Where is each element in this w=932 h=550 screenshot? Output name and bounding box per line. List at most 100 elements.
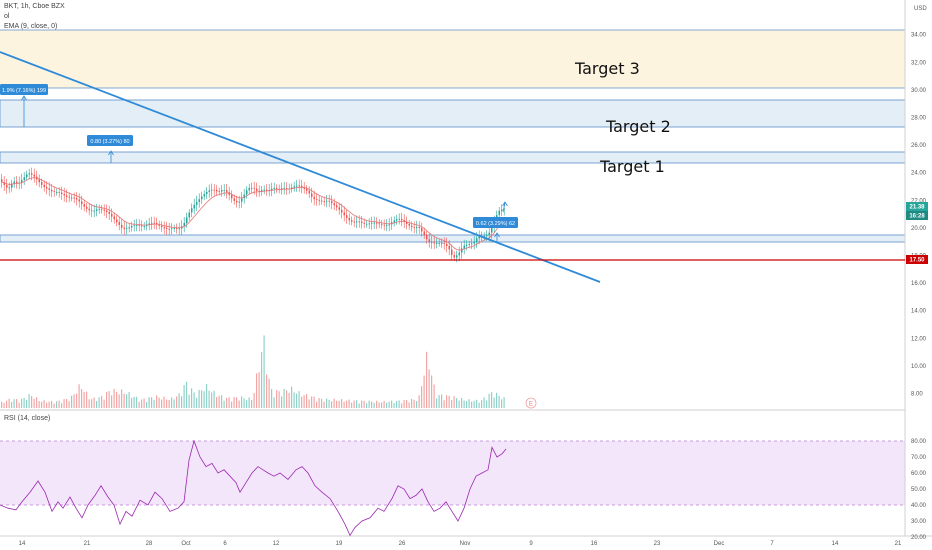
candle-body <box>303 187 305 189</box>
volume-bar <box>486 400 488 408</box>
candle-body <box>8 187 10 189</box>
trendline[interactable] <box>0 51 601 283</box>
candle-body <box>353 221 355 223</box>
candle-body <box>96 209 98 211</box>
price-tick-label: 30.00 <box>911 88 927 94</box>
candle-body <box>248 187 250 191</box>
volume-bar <box>93 397 95 408</box>
last-price-badge-text: 21.38 <box>909 205 925 211</box>
rsi-tick-label: 20.00 <box>911 535 927 541</box>
arrowhead-icon <box>502 201 508 207</box>
rsi-line <box>0 439 507 537</box>
volume-bar <box>78 384 80 408</box>
time-tick-label: Dec <box>714 541 725 547</box>
volume-bar <box>68 401 70 408</box>
volume-bar <box>453 396 455 408</box>
candle-body <box>321 200 323 202</box>
candle-body <box>118 222 120 225</box>
earnings-marker[interactable]: E <box>525 397 537 409</box>
volume-bar <box>396 401 398 408</box>
candle-body <box>218 191 220 192</box>
candle-body <box>306 188 308 191</box>
volume-bar <box>116 391 118 408</box>
candle-body <box>208 190 210 192</box>
candle-body <box>11 183 13 188</box>
candle-body <box>246 190 248 195</box>
candle-body <box>293 186 295 188</box>
volume-bar <box>168 399 170 408</box>
volume-bar <box>266 374 268 408</box>
candle-body <box>371 222 373 224</box>
candle-body <box>58 192 60 193</box>
volume-bar <box>373 402 375 408</box>
measure-badge-3[interactable]: 0.62 (3.29%) 62 <box>473 217 518 228</box>
time-tick-label: 26 <box>399 541 406 547</box>
volume-bar <box>228 397 230 408</box>
candle-body <box>136 225 138 226</box>
volume-bar <box>173 399 175 408</box>
candle-body <box>376 222 378 224</box>
volume-bar <box>303 395 305 408</box>
candle-body <box>393 220 395 223</box>
candle-body <box>66 195 68 197</box>
entry-zone[interactable] <box>0 234 906 243</box>
volume-bar <box>213 390 215 408</box>
volume-bar <box>421 386 423 408</box>
candle-body <box>343 212 345 216</box>
volume-bar <box>158 397 160 408</box>
volume-bar <box>118 394 120 408</box>
candle-body <box>123 227 125 230</box>
candle-body <box>76 198 78 200</box>
volume-bar <box>83 391 85 408</box>
candle-body <box>243 194 245 199</box>
volume-bar <box>123 393 125 408</box>
candle-body <box>43 184 45 188</box>
measure-badge-1[interactable]: 1.9% (7.16%) 199 <box>0 84 48 95</box>
candle-body <box>131 226 133 228</box>
volume-legend: ol <box>4 13 10 20</box>
candle-body <box>341 209 343 213</box>
volume-bar <box>206 383 208 408</box>
volume-bar <box>398 400 400 408</box>
support-price-badge-text: 17.50 <box>909 258 925 264</box>
candle-body <box>261 190 263 192</box>
volume-bar <box>246 400 248 408</box>
volume-bar <box>393 403 395 408</box>
candle-body <box>236 200 238 203</box>
target-3-zone[interactable] <box>0 30 905 88</box>
volume-bar <box>413 399 415 408</box>
candle-body <box>468 244 470 245</box>
volume-bar <box>136 396 138 408</box>
rsi-band <box>0 441 905 505</box>
volume-bar <box>423 375 425 408</box>
candle-body <box>378 223 380 225</box>
candle-body <box>71 197 73 199</box>
volume-bar <box>223 400 225 408</box>
candle-body <box>333 203 335 206</box>
candle-body <box>308 190 310 194</box>
volume-bar <box>458 400 460 408</box>
volume-bar <box>51 400 53 408</box>
candle-body <box>206 191 208 194</box>
candle-body <box>233 198 235 201</box>
time-tick-label: Nov <box>460 541 471 547</box>
candle-body <box>448 246 450 250</box>
volume-bar <box>61 403 63 408</box>
measure-badge-2[interactable]: 0.80 (3.27%) 80 <box>87 135 133 146</box>
candle-body <box>501 209 503 211</box>
target-1-zone[interactable] <box>0 151 906 164</box>
candle-body <box>361 221 363 223</box>
volume-bar <box>418 395 420 408</box>
volume-bar <box>188 394 190 408</box>
candle-body <box>476 238 478 242</box>
candle-body <box>286 188 288 189</box>
candle-body <box>398 218 400 220</box>
price-tick-label: 14.00 <box>911 309 927 315</box>
candle-body <box>46 187 48 189</box>
volume-bar <box>58 400 60 408</box>
volume-bar <box>106 391 108 408</box>
candle-body <box>396 219 398 221</box>
volume-bar <box>218 395 220 408</box>
candle-body <box>193 204 195 209</box>
